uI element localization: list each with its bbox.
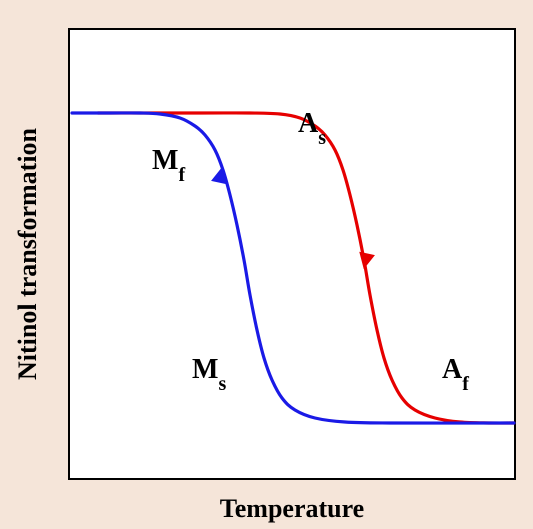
As-main: A <box>298 108 318 139</box>
Ms-main: M <box>192 354 218 385</box>
Mf-sub: f <box>178 164 185 186</box>
y-axis-label: Nitinol transformation <box>13 128 43 380</box>
x-axis-label: Temperature <box>220 494 364 524</box>
Ms-sub: s <box>218 373 226 395</box>
label-Ms: Ms <box>192 354 226 391</box>
Af-main: A <box>442 354 462 385</box>
label-Mf: Mf <box>152 145 185 182</box>
label-As: As <box>298 108 326 145</box>
As-sub: s <box>318 127 326 149</box>
curves-svg <box>0 0 533 529</box>
Af-sub: f <box>462 373 469 395</box>
Mf-main: M <box>152 145 178 176</box>
austenite-arrow-icon <box>360 252 374 268</box>
label-Af: Af <box>442 354 469 391</box>
